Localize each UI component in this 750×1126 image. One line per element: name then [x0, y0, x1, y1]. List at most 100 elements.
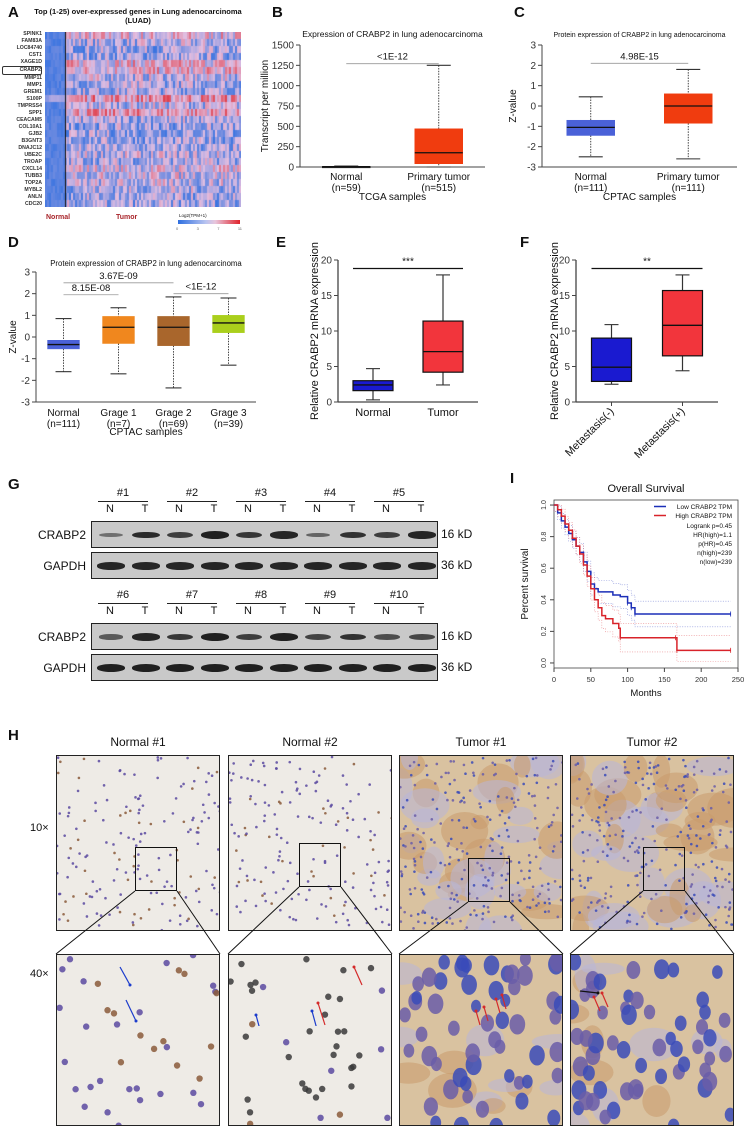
cell-nucleus	[636, 849, 639, 852]
cell-nucleus	[721, 868, 724, 871]
cell-nucleus	[536, 827, 539, 830]
cell-nucleus	[623, 857, 626, 860]
cell-nucleus	[240, 776, 243, 779]
sample-label: #1	[99, 487, 147, 499]
band	[166, 562, 193, 569]
cell-nucleus	[610, 848, 613, 851]
cell-nucleus	[496, 1012, 509, 1029]
cell-nucleus	[687, 834, 690, 837]
cell-nucleus	[58, 812, 61, 815]
cell-nucleus	[236, 885, 239, 888]
cell-nucleus	[456, 848, 459, 851]
cell-nucleus	[639, 872, 642, 875]
band	[409, 634, 435, 640]
cell-nucleus	[126, 1086, 132, 1092]
cell-nucleus	[547, 797, 550, 800]
cell-nucleus	[654, 959, 669, 979]
ihc-image-40x	[228, 954, 392, 1126]
cell-nucleus	[511, 893, 514, 896]
cell-nucleus	[249, 798, 252, 801]
cell-nucleus	[448, 1021, 460, 1036]
cell-nucleus	[515, 773, 518, 776]
cell-nucleus	[207, 817, 210, 820]
cell-nucleus	[263, 820, 266, 823]
cell-nucleus	[85, 892, 88, 895]
y-tick-label: 15	[321, 291, 333, 302]
cell-nucleus	[501, 846, 504, 849]
cell-nucleus	[465, 926, 468, 929]
cell-nucleus	[688, 824, 691, 827]
cell-nucleus	[174, 1062, 180, 1068]
cell-nucleus	[581, 831, 584, 834]
cell-nucleus	[714, 926, 717, 929]
cell-nucleus	[685, 806, 688, 809]
stat-annotation: n(high)=239	[697, 550, 732, 557]
cell-nucleus	[160, 1038, 166, 1044]
chart-title: Expression of CRABP2 in lung adenocarcin…	[302, 29, 483, 39]
cell-nucleus	[400, 906, 402, 909]
sample-label: #10	[375, 589, 423, 601]
cell-nucleus	[504, 822, 507, 825]
band	[304, 664, 332, 671]
x-tick-label: Tumor	[427, 407, 459, 419]
cell-nucleus	[480, 846, 483, 849]
protein-label: CRABP2	[22, 630, 86, 644]
cell-nucleus	[292, 918, 295, 921]
cell-nucleus	[695, 834, 698, 837]
cell-nucleus	[466, 826, 469, 829]
box-1	[664, 69, 712, 158]
cell-nucleus	[610, 817, 613, 820]
band	[236, 532, 263, 538]
cell-nucleus	[629, 845, 632, 848]
cell-nucleus	[696, 788, 699, 791]
cell-nucleus	[249, 795, 252, 798]
y-tick-label: 3	[530, 41, 536, 52]
cell-nucleus	[67, 857, 70, 860]
cell-nucleus	[205, 870, 208, 873]
cell-nucleus	[680, 916, 683, 919]
cell-nucleus	[731, 888, 734, 891]
colorbar	[178, 220, 240, 224]
cell-nucleus	[670, 928, 673, 931]
cell-nucleus	[161, 903, 164, 906]
cell-nucleus	[440, 776, 443, 779]
cell-nucleus	[193, 780, 196, 783]
cell-nucleus	[452, 760, 455, 763]
y-axis-label: Z-value	[508, 89, 519, 123]
cell-nucleus	[463, 801, 466, 804]
band	[201, 562, 228, 569]
cell-nucleus	[695, 864, 698, 867]
cell-nucleus	[119, 893, 122, 896]
cell-nucleus	[127, 878, 130, 881]
cell-nucleus	[257, 780, 260, 783]
cell-nucleus	[196, 1075, 202, 1081]
cell-nucleus	[335, 823, 338, 826]
band	[132, 532, 159, 539]
cell-nucleus	[435, 918, 438, 921]
cell-nucleus	[219, 891, 220, 894]
box-3	[213, 298, 245, 365]
cell-nucleus	[605, 766, 608, 769]
cell-nucleus	[417, 913, 420, 916]
cell-nucleus	[148, 908, 151, 911]
cell-nucleus	[447, 842, 450, 845]
cell-nucleus	[461, 850, 464, 853]
cell-nucleus	[458, 791, 461, 794]
cell-nucleus	[528, 854, 531, 857]
cell-nucleus	[614, 780, 617, 783]
cell-nucleus	[280, 837, 283, 840]
cell-nucleus	[138, 797, 141, 800]
ihc-texture	[57, 955, 220, 1126]
cell-nucleus	[412, 834, 415, 837]
cell-nucleus	[113, 879, 116, 882]
gene-label: CST1	[2, 52, 42, 59]
cell-nucleus	[342, 807, 345, 810]
y-tick-label: 1	[530, 81, 536, 92]
cell-nucleus	[172, 812, 175, 815]
cell-nucleus	[579, 879, 582, 882]
cell-nucleus	[605, 798, 608, 801]
cell-nucleus	[696, 760, 699, 763]
cell-nucleus	[205, 781, 208, 784]
cell-nucleus	[137, 1032, 143, 1038]
